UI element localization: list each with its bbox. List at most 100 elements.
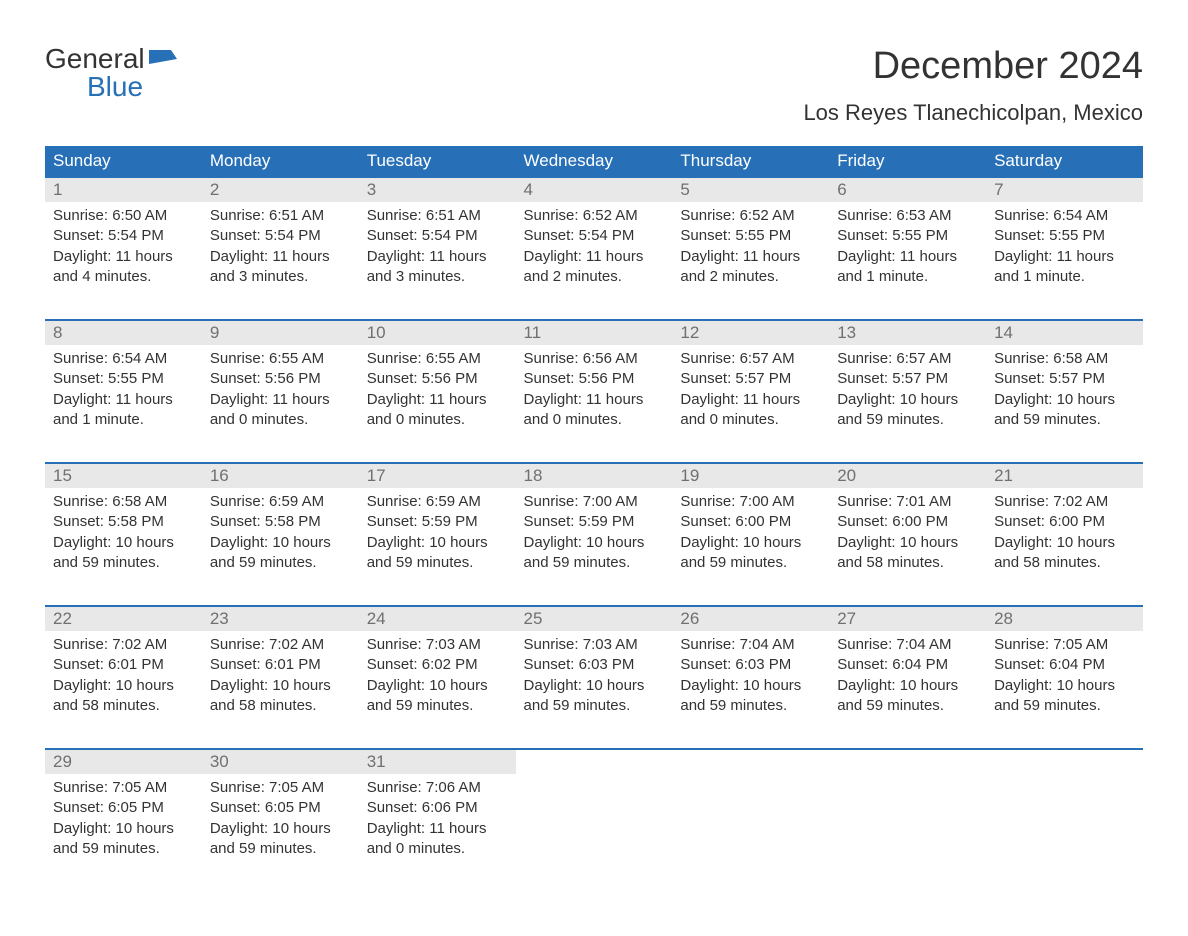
daylight-text-1: Daylight: 10 hours — [994, 390, 1135, 410]
day-cell: 4Sunrise: 6:52 AMSunset: 5:54 PMDaylight… — [516, 177, 673, 320]
sunrise-text: Sunrise: 7:02 AM — [210, 635, 351, 655]
day-number: 19 — [672, 464, 829, 488]
day-content: Sunrise: 7:01 AMSunset: 6:00 PMDaylight:… — [829, 488, 986, 577]
daylight-text-2: and 59 minutes. — [994, 410, 1135, 430]
day-content: Sunrise: 7:02 AMSunset: 6:00 PMDaylight:… — [986, 488, 1143, 577]
sunset-text: Sunset: 6:05 PM — [210, 798, 351, 818]
sunset-text: Sunset: 5:56 PM — [524, 369, 665, 389]
day-cell: 25Sunrise: 7:03 AMSunset: 6:03 PMDayligh… — [516, 606, 673, 749]
daylight-text-2: and 59 minutes. — [367, 696, 508, 716]
day-cell: 23Sunrise: 7:02 AMSunset: 6:01 PMDayligh… — [202, 606, 359, 749]
sunrise-text: Sunrise: 6:50 AM — [53, 206, 194, 226]
day-content: Sunrise: 6:51 AMSunset: 5:54 PMDaylight:… — [202, 202, 359, 291]
day-content: Sunrise: 6:52 AMSunset: 5:55 PMDaylight:… — [672, 202, 829, 291]
weekday-friday: Friday — [829, 146, 986, 177]
day-content: Sunrise: 6:55 AMSunset: 5:56 PMDaylight:… — [202, 345, 359, 434]
daylight-text-1: Daylight: 10 hours — [837, 533, 978, 553]
daylight-text-1: Daylight: 11 hours — [210, 247, 351, 267]
empty-cell — [829, 749, 986, 891]
sunrise-text: Sunrise: 6:57 AM — [837, 349, 978, 369]
day-cell: 30Sunrise: 7:05 AMSunset: 6:05 PMDayligh… — [202, 749, 359, 891]
day-cell: 21Sunrise: 7:02 AMSunset: 6:00 PMDayligh… — [986, 463, 1143, 606]
sunrise-text: Sunrise: 6:51 AM — [210, 206, 351, 226]
day-number: 7 — [986, 178, 1143, 202]
daylight-text-2: and 1 minute. — [994, 267, 1135, 287]
daylight-text-1: Daylight: 11 hours — [210, 390, 351, 410]
day-content: Sunrise: 7:05 AMSunset: 6:05 PMDaylight:… — [45, 774, 202, 863]
daylight-text-2: and 59 minutes. — [53, 839, 194, 859]
day-number: 3 — [359, 178, 516, 202]
day-content: Sunrise: 7:02 AMSunset: 6:01 PMDaylight:… — [202, 631, 359, 720]
daylight-text-2: and 59 minutes. — [680, 553, 821, 573]
sunrise-text: Sunrise: 7:04 AM — [837, 635, 978, 655]
day-number: 1 — [45, 178, 202, 202]
daylight-text-2: and 0 minutes. — [680, 410, 821, 430]
daylight-text-1: Daylight: 10 hours — [210, 676, 351, 696]
day-content: Sunrise: 7:00 AMSunset: 6:00 PMDaylight:… — [672, 488, 829, 577]
daylight-text-2: and 0 minutes. — [367, 410, 508, 430]
day-cell: 27Sunrise: 7:04 AMSunset: 6:04 PMDayligh… — [829, 606, 986, 749]
daylight-text-2: and 58 minutes. — [994, 553, 1135, 573]
day-number: 24 — [359, 607, 516, 631]
day-content: Sunrise: 7:04 AMSunset: 6:04 PMDaylight:… — [829, 631, 986, 720]
day-cell: 1Sunrise: 6:50 AMSunset: 5:54 PMDaylight… — [45, 177, 202, 320]
day-number: 10 — [359, 321, 516, 345]
daylight-text-1: Daylight: 11 hours — [524, 247, 665, 267]
sunrise-text: Sunrise: 7:00 AM — [524, 492, 665, 512]
sunrise-text: Sunrise: 6:54 AM — [994, 206, 1135, 226]
daylight-text-2: and 3 minutes. — [210, 267, 351, 287]
sunrise-text: Sunrise: 7:05 AM — [994, 635, 1135, 655]
month-title: December 2024 — [803, 45, 1143, 88]
day-number: 21 — [986, 464, 1143, 488]
logo-top: General — [45, 45, 177, 73]
daylight-text-2: and 2 minutes. — [680, 267, 821, 287]
weekday-monday: Monday — [202, 146, 359, 177]
sunrise-text: Sunrise: 6:52 AM — [680, 206, 821, 226]
sunrise-text: Sunrise: 7:02 AM — [994, 492, 1135, 512]
daylight-text-1: Daylight: 10 hours — [53, 676, 194, 696]
day-content: Sunrise: 6:52 AMSunset: 5:54 PMDaylight:… — [516, 202, 673, 291]
day-cell: 6Sunrise: 6:53 AMSunset: 5:55 PMDaylight… — [829, 177, 986, 320]
day-number: 6 — [829, 178, 986, 202]
day-number: 31 — [359, 750, 516, 774]
sunrise-text: Sunrise: 6:55 AM — [210, 349, 351, 369]
sunset-text: Sunset: 5:56 PM — [210, 369, 351, 389]
day-number: 4 — [516, 178, 673, 202]
daylight-text-2: and 59 minutes. — [53, 553, 194, 573]
calendar-table: Sunday Monday Tuesday Wednesday Thursday… — [45, 146, 1143, 891]
location: Los Reyes Tlanechicolpan, Mexico — [803, 100, 1143, 126]
day-cell: 13Sunrise: 6:57 AMSunset: 5:57 PMDayligh… — [829, 320, 986, 463]
sunset-text: Sunset: 6:01 PM — [53, 655, 194, 675]
day-content: Sunrise: 6:54 AMSunset: 5:55 PMDaylight:… — [45, 345, 202, 434]
sunrise-text: Sunrise: 6:58 AM — [53, 492, 194, 512]
daylight-text-2: and 59 minutes. — [994, 696, 1135, 716]
day-number: 23 — [202, 607, 359, 631]
day-number: 28 — [986, 607, 1143, 631]
weekday-sunday: Sunday — [45, 146, 202, 177]
sunrise-text: Sunrise: 7:01 AM — [837, 492, 978, 512]
sunset-text: Sunset: 5:57 PM — [994, 369, 1135, 389]
daylight-text-1: Daylight: 10 hours — [524, 533, 665, 553]
daylight-text-2: and 58 minutes. — [210, 696, 351, 716]
flag-icon — [149, 45, 177, 73]
day-content: Sunrise: 6:57 AMSunset: 5:57 PMDaylight:… — [672, 345, 829, 434]
daylight-text-2: and 59 minutes. — [837, 410, 978, 430]
daylight-text-2: and 59 minutes. — [680, 696, 821, 716]
day-cell: 12Sunrise: 6:57 AMSunset: 5:57 PMDayligh… — [672, 320, 829, 463]
sunset-text: Sunset: 6:04 PM — [837, 655, 978, 675]
day-content: Sunrise: 6:58 AMSunset: 5:57 PMDaylight:… — [986, 345, 1143, 434]
daylight-text-1: Daylight: 11 hours — [680, 390, 821, 410]
daylight-text-2: and 1 minute. — [53, 410, 194, 430]
daylight-text-1: Daylight: 11 hours — [367, 390, 508, 410]
day-cell: 5Sunrise: 6:52 AMSunset: 5:55 PMDaylight… — [672, 177, 829, 320]
sunset-text: Sunset: 5:54 PM — [210, 226, 351, 246]
day-cell: 26Sunrise: 7:04 AMSunset: 6:03 PMDayligh… — [672, 606, 829, 749]
day-number: 2 — [202, 178, 359, 202]
daylight-text-1: Daylight: 11 hours — [680, 247, 821, 267]
empty-cell — [986, 749, 1143, 891]
sunset-text: Sunset: 5:57 PM — [680, 369, 821, 389]
sunset-text: Sunset: 5:55 PM — [837, 226, 978, 246]
day-number: 20 — [829, 464, 986, 488]
day-cell: 3Sunrise: 6:51 AMSunset: 5:54 PMDaylight… — [359, 177, 516, 320]
week-row: 1Sunrise: 6:50 AMSunset: 5:54 PMDaylight… — [45, 177, 1143, 320]
